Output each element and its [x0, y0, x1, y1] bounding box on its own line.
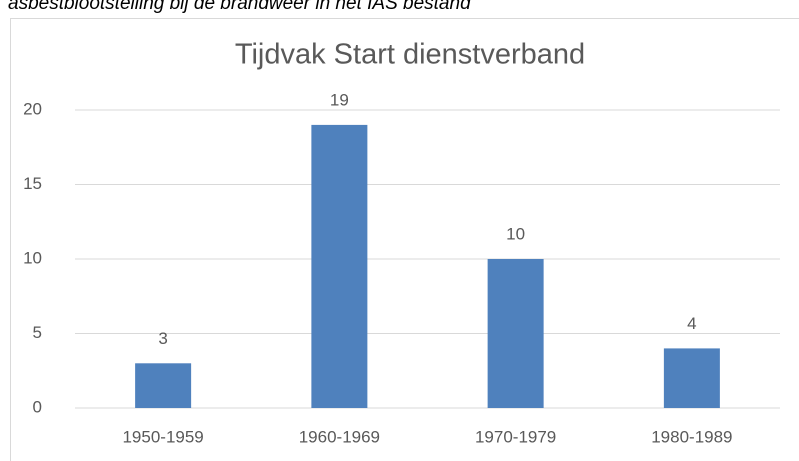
data-label: 10 — [506, 224, 525, 243]
bar — [135, 363, 192, 408]
y-tick-label: 10 — [23, 248, 42, 267]
bar — [311, 124, 368, 409]
chart-title: Tijdvak Start dienstverband — [235, 39, 585, 71]
x-tick-label: 1960-1969 — [299, 427, 380, 446]
x-tick-label: 1950-1959 — [122, 427, 203, 446]
data-label: 3 — [158, 329, 167, 348]
caption: asbestblootstelling bij de brandweer in … — [8, 0, 472, 14]
y-tick-label: 15 — [23, 174, 42, 193]
x-tick-label: 1980-1989 — [651, 427, 732, 446]
bar — [663, 348, 720, 408]
y-tick-label: 0 — [33, 397, 42, 416]
x-tick-label: 1970-1979 — [475, 427, 556, 446]
data-label: 19 — [330, 90, 349, 109]
y-tick-label: 20 — [23, 99, 42, 118]
bar — [487, 259, 544, 408]
data-label: 4 — [687, 314, 696, 333]
y-tick-label: 5 — [33, 323, 42, 342]
